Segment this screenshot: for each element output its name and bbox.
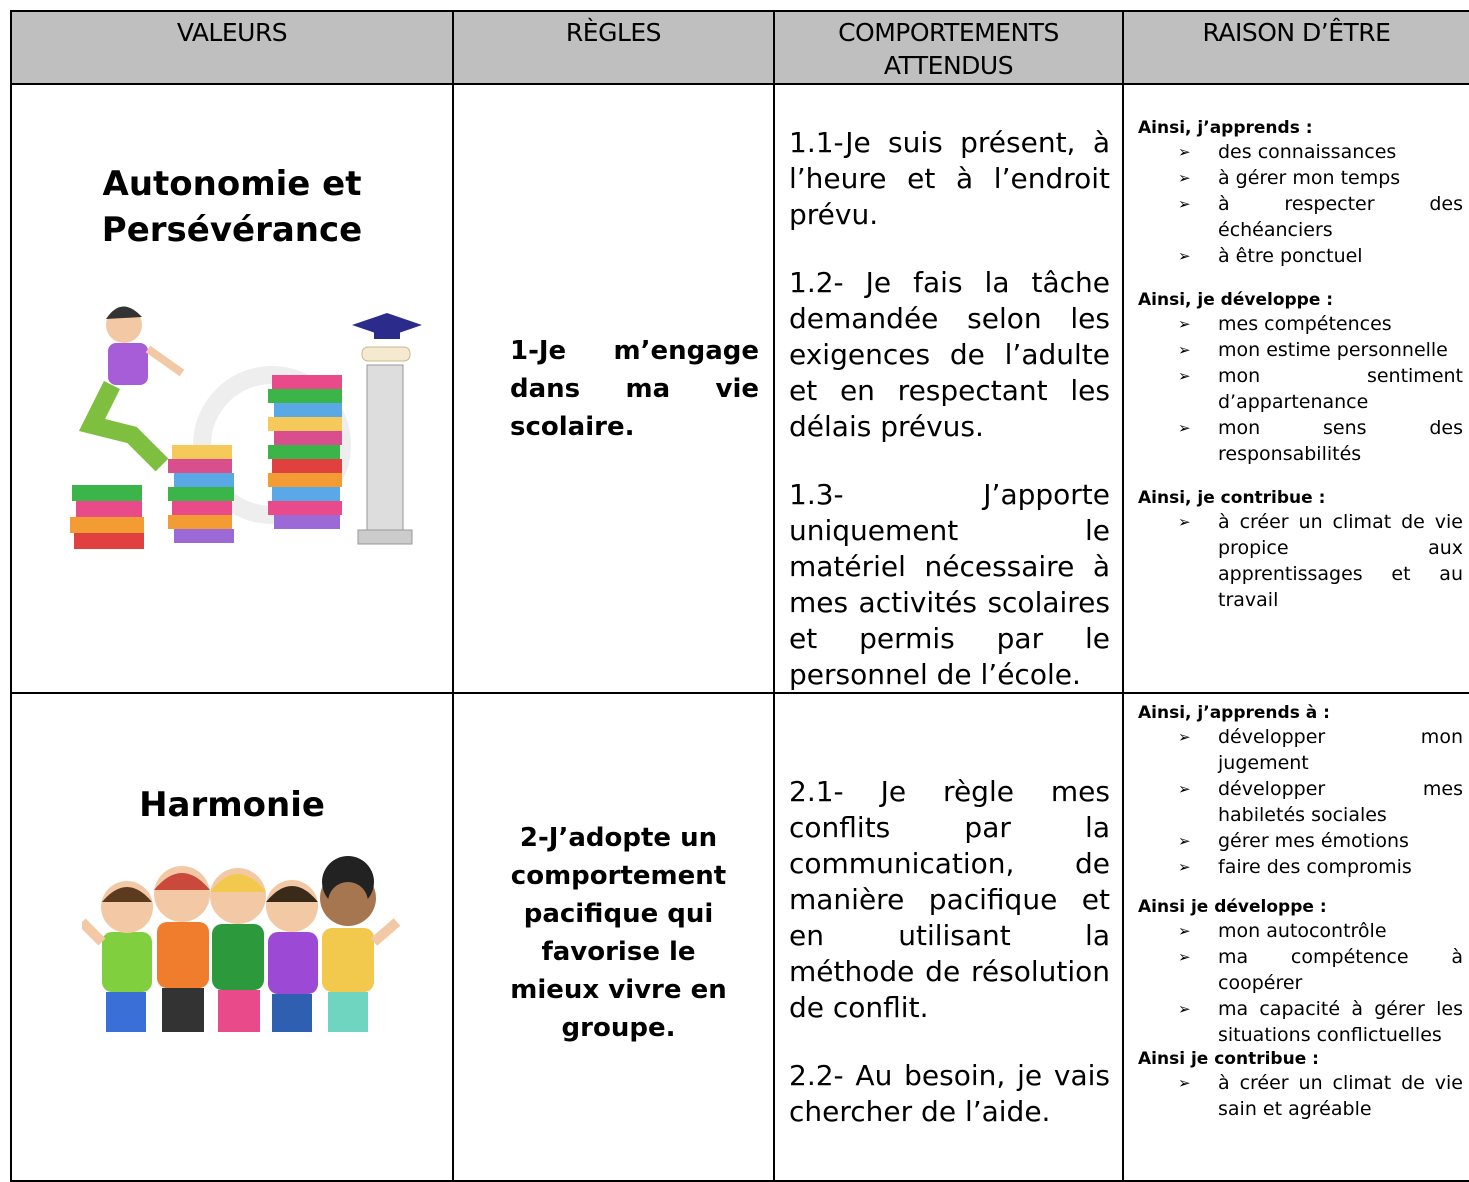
reason-list: à créer un climat de vie sain et agréabl…: [1138, 1070, 1463, 1122]
books: [70, 375, 342, 549]
reason-list: développer mon jugementdévelopper mes ha…: [1138, 724, 1463, 880]
reason-item: à respecter des échéanciers: [1178, 191, 1463, 243]
rule-cell: 1-Je m’engage dans ma vie scolaire.: [452, 83, 775, 694]
reason-list: mes compétencesmon estime personnellemon…: [1138, 311, 1463, 467]
reason-item: à gérer mon temps: [1178, 165, 1463, 191]
illustration: [70, 306, 422, 549]
value-cell: Autonomie et Persévérance: [10, 83, 454, 694]
reason-item: mon sentiment d’appartenance: [1178, 363, 1463, 415]
behaviors-cell: 2.1- Je règle mes conflits par la commun…: [773, 692, 1124, 1182]
rule-text: 2-J’adopte un comportement pacifique qui…: [510, 823, 727, 1043]
value-title: Harmonie: [139, 785, 325, 825]
reason-item: mon estime personnelle: [1178, 337, 1463, 363]
reason-item: à être ponctuel: [1178, 243, 1463, 269]
reason-list: des connaissancesà gérer mon tempsà resp…: [1138, 139, 1463, 269]
reason-list: à créer un climat de vie propice aux app…: [1138, 509, 1463, 613]
header-cell: RAISON D’ÊTRE: [1122, 10, 1469, 85]
reason-item: mon autocontrôle: [1178, 918, 1463, 944]
children: [82, 856, 401, 1032]
reason-heading: Ainsi, j’apprends :: [1138, 118, 1313, 138]
reason-heading: Ainsi je développe :: [1138, 897, 1327, 917]
reason-item: ma compétence à coopérer: [1178, 944, 1463, 996]
column: [352, 313, 422, 545]
reasons-cell: Ainsi, j’apprends :des connaissancesà gé…: [1122, 83, 1469, 694]
reason-heading: Ainsi, j’apprends à :: [1138, 703, 1330, 723]
reason-list: mon autocontrôlema compétence à coopérer…: [1138, 918, 1463, 1048]
reason-item: développer mon jugement: [1178, 724, 1463, 776]
illustration: [82, 856, 401, 1032]
reason-item: des connaissances: [1178, 139, 1463, 165]
reason-heading: Ainsi, je développe :: [1138, 290, 1334, 310]
reason-item: à créer un climat de vie propice aux app…: [1178, 509, 1463, 613]
reason-item: mes compétences: [1178, 311, 1463, 337]
reason-heading: Ainsi, je contribue :: [1138, 488, 1326, 508]
header-cell: RÈGLES: [452, 10, 775, 85]
behavior: 1.2- Je fais la tâche demandée selon les…: [789, 266, 1110, 443]
reason-item: développer mes habiletés sociales: [1178, 776, 1463, 828]
header-cell: VALEURS: [10, 10, 454, 85]
reason-heading: Ainsi je contribue :: [1138, 1049, 1319, 1069]
behaviors-cell: 1.1-Je suis présent, à l’heure et à l’en…: [773, 83, 1124, 694]
behavior: 2.2- Au besoin, je vais chercher de l’ai…: [789, 1059, 1110, 1128]
boy: [78, 306, 185, 472]
rule-cell: 2-J’adopte un comportement pacifique qui…: [452, 692, 775, 1182]
reason-item: gérer mes émotions: [1178, 828, 1463, 854]
header-cell: COMPORTEMENTS ATTENDUS: [773, 10, 1124, 85]
reasons-cell: Ainsi, j’apprends à :développer mon juge…: [1122, 692, 1469, 1182]
value-cell: Harmonie: [10, 692, 454, 1182]
behavior: 2.1- Je règle mes conflits par la commun…: [789, 775, 1110, 1024]
behavior: 1.1-Je suis présent, à l’heure et à l’en…: [789, 126, 1110, 231]
reason-item: faire des compromis: [1178, 854, 1463, 880]
reason-item: mon sens des responsabilités: [1178, 415, 1463, 467]
rule-text: 1-Je m’engage dans ma vie scolaire.: [510, 335, 759, 442]
value-title: Autonomie et Persévérance: [101, 164, 363, 250]
behavior: 1.3- J’apporte uniquement le matériel né…: [789, 478, 1110, 691]
reason-item: ma capacité à gérer les situations confl…: [1178, 996, 1463, 1048]
reason-item: à créer un climat de vie sain et agréabl…: [1178, 1070, 1463, 1122]
